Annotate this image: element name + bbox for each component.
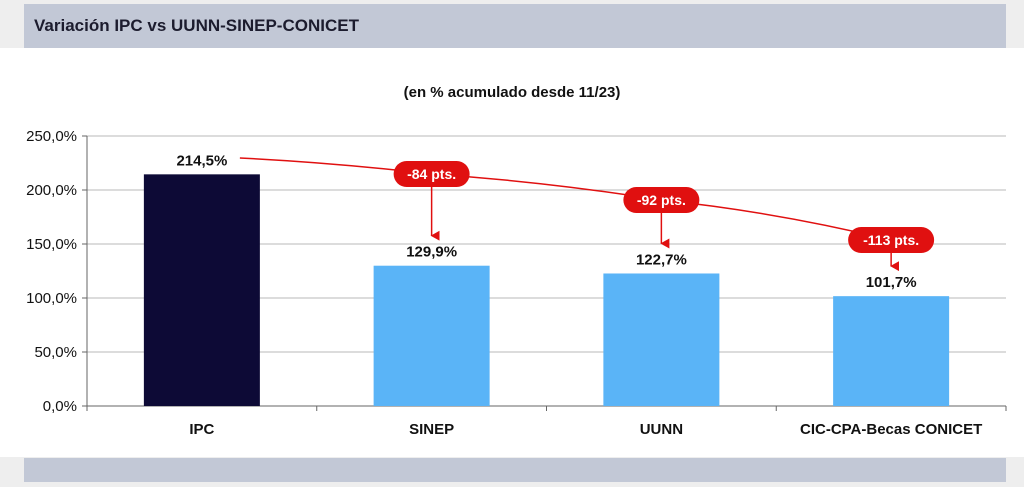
data-label: 214,5% (176, 152, 227, 169)
difference-badge (848, 227, 935, 253)
difference-curve (239, 157, 892, 241)
chart-subtitle: (en % acumulado desde 11/23) (403, 84, 621, 101)
difference-badge-label: -84 pts. (407, 166, 456, 182)
data-label: 122,7% (636, 251, 687, 268)
axes: 0,0% 50,0% 100,0% 150,0% 200,0% 250,0% (26, 128, 1007, 415)
y-tick-label: 200,0% (26, 182, 77, 199)
difference-badge-label: -113 pts. (863, 232, 919, 248)
labels: 214,5% IPC 129,9% SINEP 122,7% UUNN 101,7% CIC-… (176, 152, 982, 438)
category-label: UUNN (640, 421, 683, 438)
difference-badge (393, 161, 470, 187)
y-tick-label: 0,0% (43, 398, 77, 415)
category-label: CIC-CPA-Becas CONICET (800, 421, 982, 438)
y-tick-label: 150,0% (26, 236, 77, 253)
title-bar: Variación IPC vs UUNN-SINEP-CONICET (24, 4, 1006, 48)
bar-4 (833, 296, 950, 406)
difference-badge-label: -92 pts. (637, 192, 686, 208)
category-label: SINEP (409, 421, 454, 438)
y-tick-label: 250,0% (26, 128, 77, 145)
footer-bar (24, 458, 1006, 482)
difference-badge (623, 187, 700, 213)
bar-2 (373, 265, 490, 406)
data-label: 129,9% (406, 244, 457, 261)
page-title: Variación IPC vs UUNN-SINEP-CONICET (34, 16, 359, 35)
bar-1 (143, 174, 260, 406)
y-tick-label: 50,0% (34, 344, 77, 361)
annotations: -84 pts. -92 pts. -113 pts. (239, 157, 935, 272)
bars (143, 174, 950, 406)
data-label: 101,7% (866, 274, 917, 291)
category-label: IPC (189, 421, 214, 438)
y-tick-label: 100,0% (26, 290, 77, 307)
bar-3 (603, 273, 720, 406)
